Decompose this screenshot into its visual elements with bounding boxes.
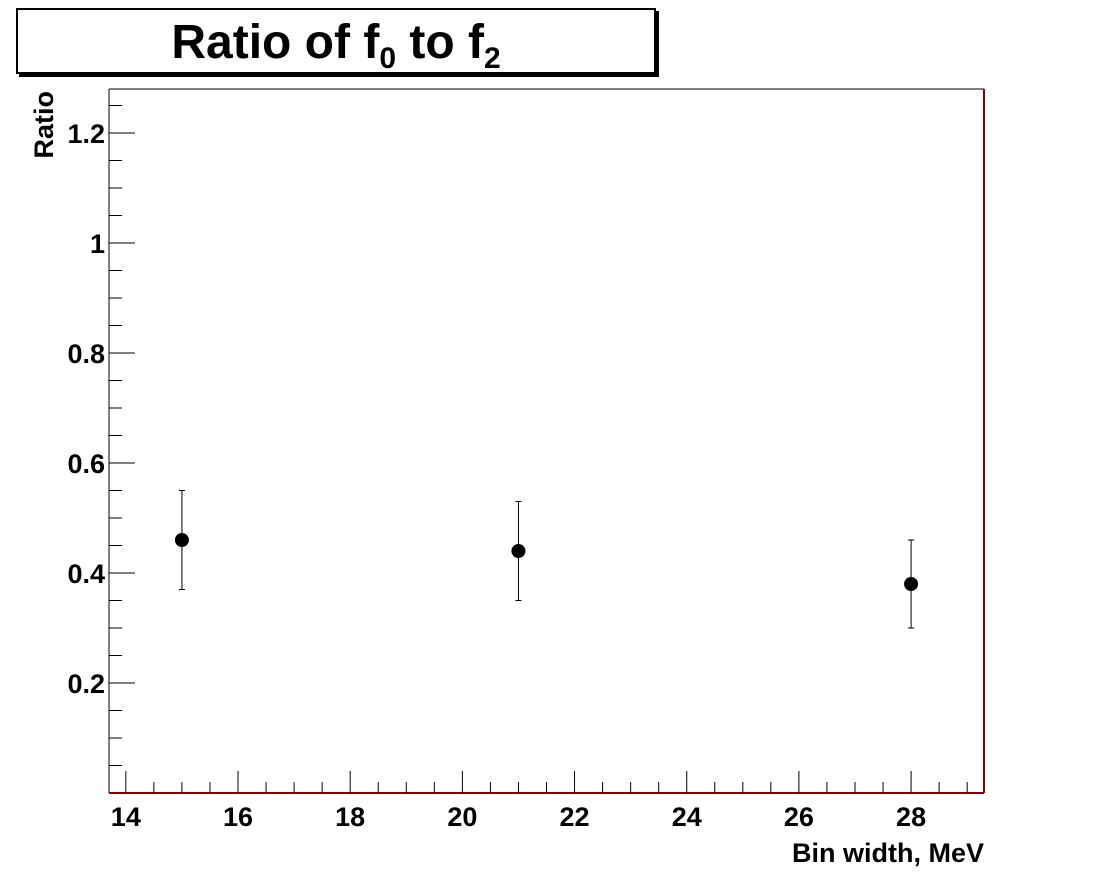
y-tick-label: 0.2 [67, 669, 105, 699]
y-tick-label: 1.2 [67, 119, 105, 149]
y-tick-label: 0.4 [67, 559, 105, 589]
x-axis-label: Bin width, MeV [792, 838, 984, 868]
data-point [904, 577, 919, 591]
chart-title: Ratio of f0 to f2 [18, 16, 654, 75]
x-tick-label: 18 [335, 802, 365, 832]
x-tick-label: 20 [447, 802, 477, 832]
title-subscript-1: 0 [379, 42, 396, 75]
x-tick-label: 22 [560, 802, 590, 832]
data-point [174, 533, 189, 547]
title-prefix: Ratio of f [171, 16, 380, 69]
y-tick-label: 0.6 [67, 449, 105, 479]
x-tick-label: 26 [784, 802, 814, 832]
y-tick-label: 0.8 [67, 339, 105, 369]
data-point [511, 544, 526, 558]
title-subscript-2: 2 [483, 42, 501, 75]
chart-title-box: Ratio of f0 to f2 [16, 8, 656, 75]
y-axis-label: Ratio [29, 91, 59, 159]
x-tick-label: 16 [223, 802, 253, 832]
x-tick-label: 14 [111, 802, 141, 832]
x-tick-label: 28 [896, 802, 926, 832]
title-middle: to f [396, 16, 484, 69]
y-tick-label: 1 [90, 229, 105, 259]
x-tick-label: 24 [672, 802, 702, 832]
